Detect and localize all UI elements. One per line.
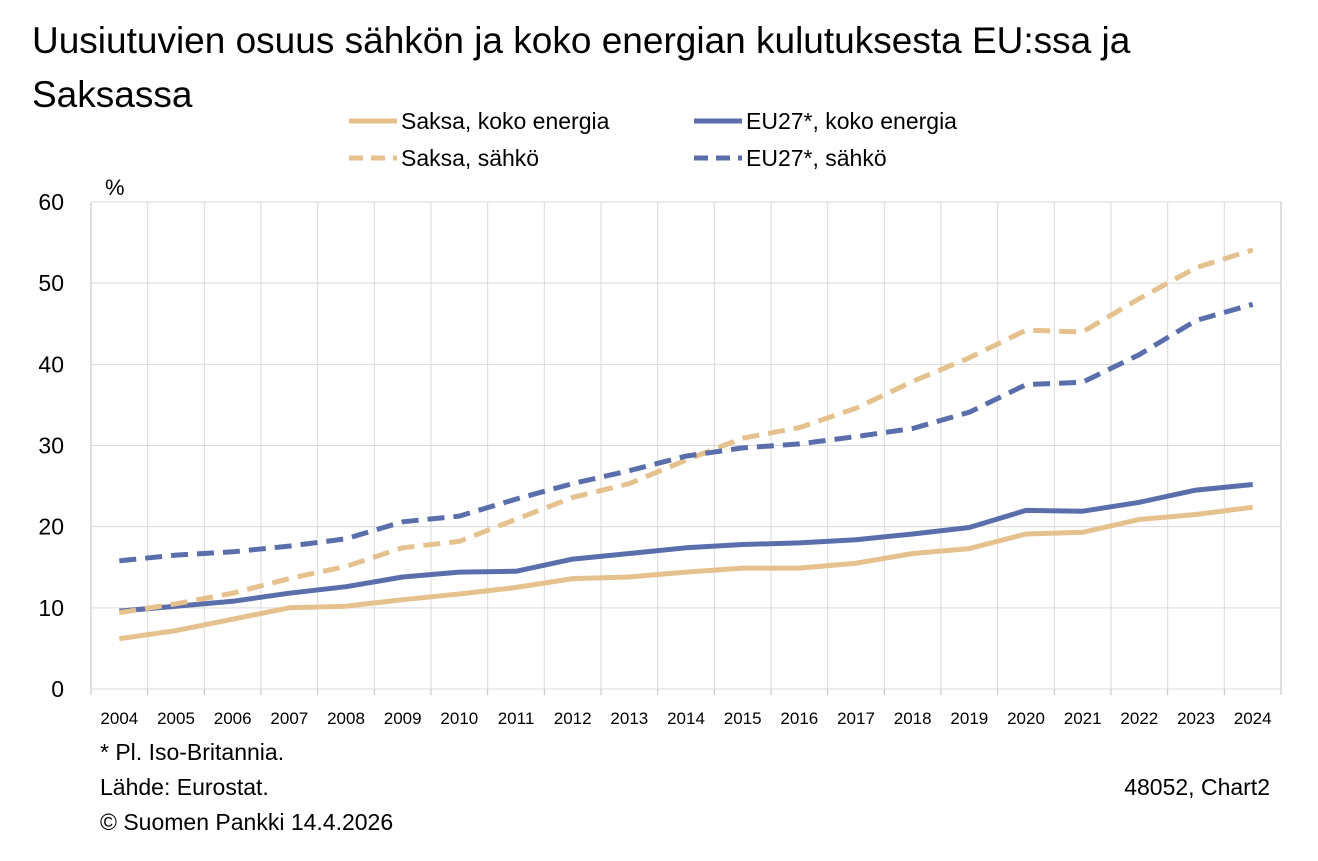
- x-tick-label: 2004: [100, 709, 138, 728]
- x-tick-label: 2012: [554, 709, 592, 728]
- y-tick-label: 20: [38, 514, 64, 540]
- x-tick-label: 2017: [837, 709, 875, 728]
- x-tick-label: 2023: [1177, 709, 1215, 728]
- legend-label: EU27*, koko energia: [746, 108, 957, 134]
- x-tick-label: 2010: [440, 709, 478, 728]
- x-tick-label: 2020: [1007, 709, 1045, 728]
- copyright-note: © Suomen Pankki 14.4.2026: [100, 809, 394, 835]
- y-axis-unit: %: [105, 175, 125, 200]
- x-tick-label: 2008: [327, 709, 365, 728]
- chart-title: Uusiutuvien osuus sähkön ja koko energia…: [32, 20, 1131, 115]
- legend-label: EU27*, sähkö: [746, 145, 887, 171]
- x-tick-label: 2016: [780, 709, 818, 728]
- x-tick-label: 2024: [1234, 709, 1272, 728]
- y-tick-label: 50: [38, 270, 64, 296]
- x-tick-label: 2015: [724, 709, 762, 728]
- y-tick-label: 0: [51, 676, 64, 702]
- x-tick-label: 2006: [214, 709, 252, 728]
- y-tick-label: 10: [38, 595, 64, 621]
- x-tick-label: 2014: [667, 709, 705, 728]
- x-tick-label: 2011: [498, 709, 535, 728]
- y-tick-label: 60: [38, 189, 64, 215]
- y-tick-label: 40: [38, 351, 64, 377]
- source-note: Lähde: Eurostat.: [100, 774, 269, 800]
- chart-id: 48052, Chart2: [1124, 774, 1270, 800]
- y-tick-label: 30: [38, 433, 64, 459]
- x-tick-label: 2018: [894, 709, 932, 728]
- x-tick-label: 2009: [384, 709, 422, 728]
- x-tick-label: 2021: [1064, 709, 1102, 728]
- x-tick-label: 2005: [157, 709, 195, 728]
- x-tick-label: 2013: [610, 709, 648, 728]
- x-tick-label: 2007: [270, 709, 308, 728]
- legend-label: Saksa, sähkö: [401, 145, 539, 171]
- footnote: * Pl. Iso-Britannia.: [100, 739, 285, 765]
- series-line-3: [119, 301, 1254, 564]
- series-line-2: [118, 247, 1254, 616]
- legend-label: Saksa, koko energia: [401, 108, 610, 134]
- x-tick-label: 2022: [1120, 709, 1158, 728]
- x-tick-label: 2019: [950, 709, 988, 728]
